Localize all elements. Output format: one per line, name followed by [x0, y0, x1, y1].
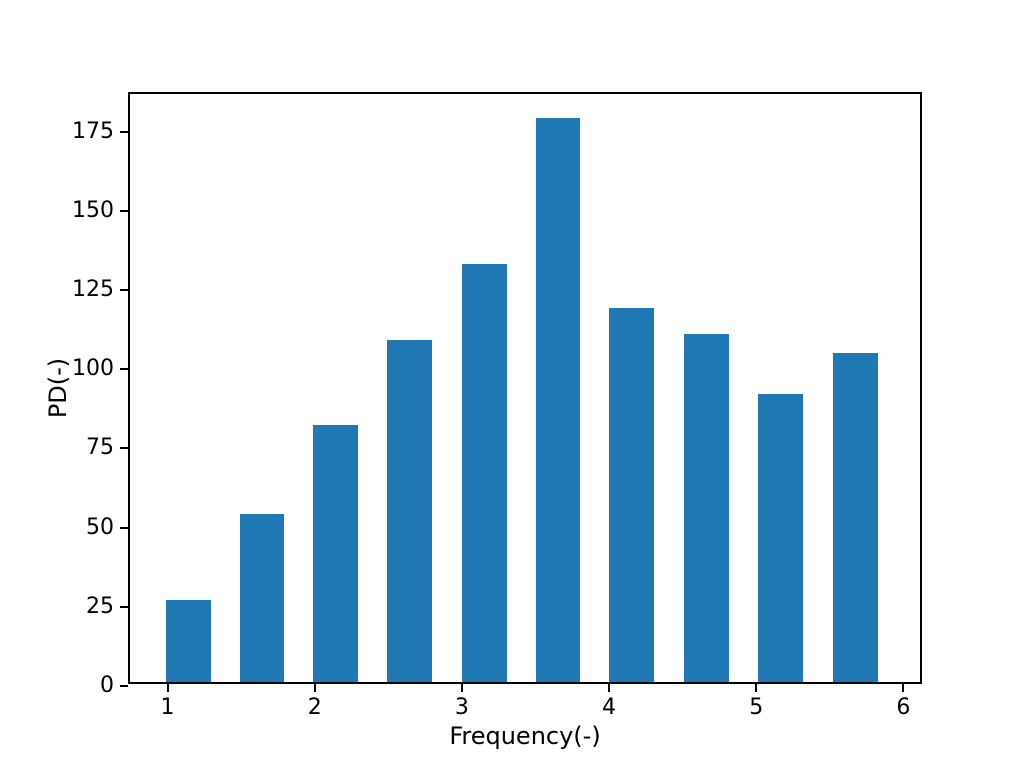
x-tick	[608, 684, 610, 692]
bar	[386, 339, 432, 682]
y-tick	[120, 209, 128, 212]
y-tick-label: 0	[100, 673, 114, 698]
bar	[684, 333, 729, 682]
bar	[166, 599, 211, 682]
x-axis-label: Frequency(-)	[449, 722, 601, 750]
y-tick-label: 125	[72, 277, 114, 303]
y-tick	[120, 685, 128, 687]
bar	[239, 514, 285, 682]
bar	[832, 352, 878, 682]
x-tick	[166, 684, 169, 692]
bar	[313, 425, 359, 682]
bar	[609, 308, 654, 682]
x-tick	[902, 684, 905, 692]
y-tick-label: 75	[86, 435, 114, 461]
y-tick	[120, 368, 128, 371]
x-tick	[313, 684, 316, 692]
plot-area: 0 25 50 75 100 125 150 175 1 2 3 4 5 6	[72, 92, 922, 720]
x-tick	[755, 684, 758, 692]
bar	[461, 263, 507, 682]
y-tick	[120, 289, 128, 292]
y-tick-label: 175	[72, 118, 114, 144]
bar	[535, 118, 581, 682]
x-tick-label: 6	[896, 695, 911, 720]
x-tick-label: 2	[307, 695, 322, 720]
x-tick-label: 4	[602, 695, 616, 720]
y-axis-label: PD(-)	[44, 357, 72, 419]
y-tick	[120, 526, 128, 529]
y-tick	[120, 447, 128, 450]
y-tick-label: 50	[86, 514, 114, 540]
y-tick-label: 25	[86, 593, 114, 619]
x-tick-label: 3	[454, 695, 469, 720]
x-tick	[460, 684, 463, 692]
y-tick	[120, 605, 128, 608]
y-tick-label: 150	[72, 197, 114, 223]
y-tick-label: 100	[72, 356, 114, 382]
y-tick	[120, 130, 128, 133]
x-tick-label: 5	[749, 695, 764, 720]
bar	[757, 393, 803, 682]
x-tick-label: 1	[160, 695, 175, 720]
